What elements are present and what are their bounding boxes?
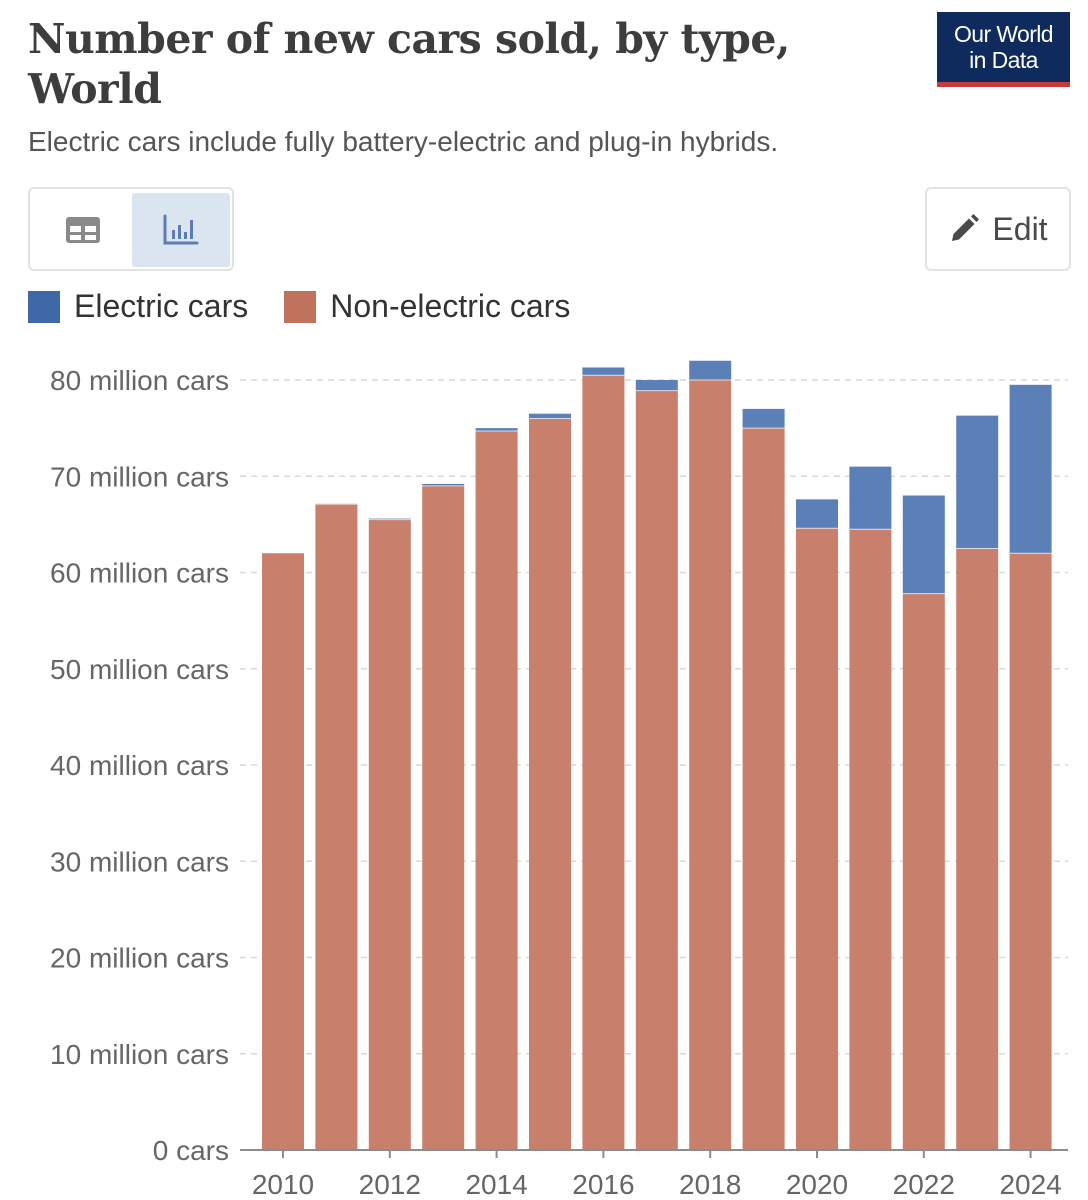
bar-non-electric-2012 <box>368 519 411 1150</box>
bar-electric-2021 <box>849 466 892 530</box>
bar-electric-2023 <box>956 415 999 549</box>
legend-item-electric[interactable]: Electric cars <box>28 288 248 325</box>
bar-electric-2020 <box>796 499 838 529</box>
legend-label-non-electric: Non-electric cars <box>330 288 571 324</box>
bar-non-electric-2010 <box>262 553 304 1150</box>
y-tick-label-30: 30 million cars <box>50 846 229 877</box>
legend-item-non-electric[interactable]: Non-electric cars <box>284 288 570 325</box>
edit-button[interactable]: Edit <box>925 187 1071 271</box>
bar-non-electric-2018 <box>689 380 732 1150</box>
y-tick-label-50: 50 million cars <box>50 654 229 685</box>
legend-swatch-electric <box>28 290 60 323</box>
x-tick-label-2024: 2024 <box>999 1169 1061 1200</box>
legend-swatch-non-electric <box>284 290 317 323</box>
bar-non-electric-2013 <box>422 485 465 1150</box>
bar-non-electric-2022 <box>902 593 945 1150</box>
x-tick-label-2020: 2020 <box>786 1169 848 1200</box>
x-tick-label-2018: 2018 <box>679 1169 741 1200</box>
bar-electric-2024 <box>1009 384 1052 554</box>
logo-line-2: in Data <box>969 47 1038 73</box>
edit-label: Edit <box>992 210 1048 247</box>
owid-logo[interactable]: Our World in Data <box>937 12 1070 87</box>
logo-line-1: Our World <box>954 21 1054 47</box>
y-tick-label-80: 80 million cars <box>50 365 229 396</box>
chart-legend: Electric cars Non-electric cars <box>28 288 606 325</box>
x-tick-label-2014: 2014 <box>465 1169 527 1200</box>
bar-electric-2014 <box>475 428 518 432</box>
bar-non-electric-2024 <box>1009 553 1052 1150</box>
bar-electric-2019 <box>742 408 785 429</box>
y-tick-label-70: 70 million cars <box>50 461 229 492</box>
y-tick-label-60: 60 million cars <box>50 558 229 589</box>
bar-electric-2015 <box>529 413 571 419</box>
chart-view-button[interactable] <box>132 193 230 267</box>
y-tick-label-10: 10 million cars <box>50 1039 229 1070</box>
x-tick-label-2010: 2010 <box>252 1169 314 1200</box>
chart-subtitle: Electric cars include fully battery-elec… <box>28 126 779 157</box>
bar-non-electric-2015 <box>529 418 571 1150</box>
x-tick-label-2016: 2016 <box>572 1169 634 1200</box>
view-toggle <box>28 187 234 271</box>
pencil-icon <box>952 214 980 241</box>
bar-chart-icon <box>163 214 199 245</box>
bar-electric-2016 <box>582 367 625 376</box>
table-view-button[interactable] <box>34 193 132 267</box>
bar-non-electric-2016 <box>582 375 625 1150</box>
bar-non-electric-2020 <box>796 528 838 1150</box>
x-tick-label-2022: 2022 <box>893 1169 955 1200</box>
bar-non-electric-2014 <box>475 431 518 1150</box>
bar-electric-2022 <box>902 495 945 594</box>
bar-electric-2013 <box>422 483 465 486</box>
legend-label-electric: Electric cars <box>74 288 249 324</box>
bar-electric-2017 <box>635 380 678 391</box>
y-tick-label-20: 20 million cars <box>50 943 229 974</box>
bar-non-electric-2011 <box>315 504 358 1151</box>
bar-chart: 0 cars 10 million cars 20 million cars 30 m… <box>50 360 1068 1200</box>
y-tick-label-0: 0 cars <box>153 1135 229 1166</box>
chart-title: Number of new cars sold, by type, World <box>28 15 790 113</box>
bar-non-electric-2023 <box>956 548 999 1150</box>
y-tick-label-40: 40 million cars <box>50 750 229 781</box>
x-tick-label-2012: 2012 <box>359 1169 421 1200</box>
bar-non-electric-2019 <box>742 428 785 1150</box>
bar-non-electric-2017 <box>635 390 678 1150</box>
table-icon <box>66 217 100 243</box>
bar-electric-2018 <box>689 360 732 380</box>
bar-non-electric-2021 <box>849 529 892 1150</box>
